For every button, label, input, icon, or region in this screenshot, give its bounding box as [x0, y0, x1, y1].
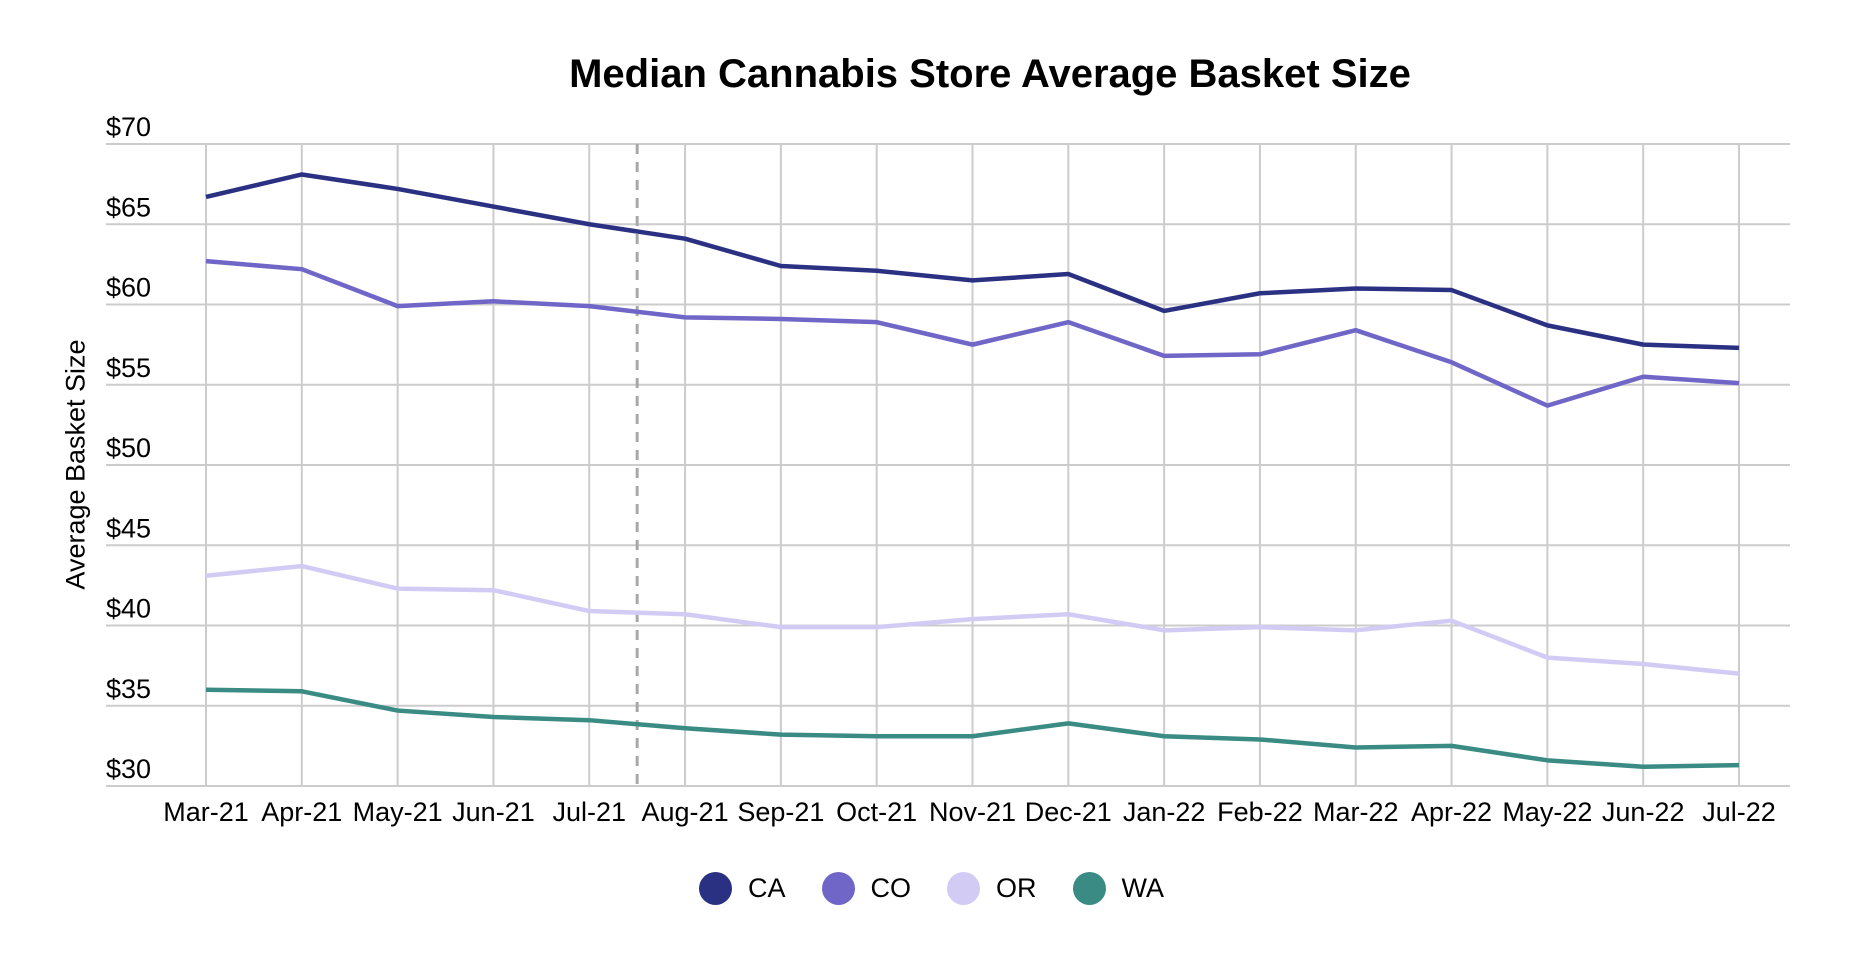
y-tick-label: $70 [106, 112, 151, 142]
legend-swatch-icon [1072, 872, 1106, 905]
legend-item-or[interactable]: OR [947, 872, 1037, 905]
x-tick-label: Jan-22 [1123, 797, 1206, 827]
x-tick-label: Aug-21 [642, 797, 729, 827]
legend-item-wa[interactable]: WA [1072, 872, 1165, 905]
y-tick-label: $55 [106, 353, 151, 383]
x-tick-label: Dec-21 [1025, 797, 1112, 827]
x-tick-label: Mar-22 [1313, 797, 1399, 827]
y-tick-label: $65 [106, 192, 151, 222]
chart-legend: CA CO OR WA [0, 872, 1863, 905]
y-tick-label: $45 [106, 513, 151, 543]
legend-swatch-icon [821, 872, 855, 905]
legend-swatch-icon [947, 872, 980, 905]
y-tick-label: $40 [106, 594, 151, 624]
y-tick-label: $50 [106, 433, 151, 463]
series-line-co [205, 258, 1740, 408]
x-tick-label: Sep-21 [737, 797, 824, 827]
x-tick-label: Apr-22 [1411, 797, 1492, 827]
x-tick-label: May-21 [353, 797, 443, 827]
x-tick-label: Feb-22 [1217, 797, 1303, 827]
legend-label: OR [996, 873, 1037, 903]
chart-title: Median Cannabis Store Average Basket Siz… [569, 52, 1411, 96]
x-tick-label: May-22 [1502, 797, 1592, 827]
line-chart-plot: $70 $65 $60 $55 $50 $45 $40 $35 $30 Mar-21 Apr-21 M… [106, 112, 1790, 827]
legend-item-co[interactable]: CO [821, 872, 912, 905]
x-tick-label: Apr-21 [261, 797, 342, 827]
x-tick-label: Mar-21 [163, 797, 249, 827]
legend-swatch-icon [698, 872, 732, 905]
series-line-or [205, 563, 1740, 676]
x-tick-label: Oct-21 [836, 797, 917, 827]
series-line-wa [205, 687, 1740, 769]
y-tick-label: $30 [106, 754, 151, 784]
x-tick-label: Jun-22 [1602, 797, 1685, 827]
y-tick-label: $60 [106, 273, 151, 303]
y-tick-label: $35 [106, 674, 151, 704]
legend-label: CO [870, 873, 912, 903]
x-tick-label: Jun-21 [452, 797, 535, 827]
legend-label: WA [1121, 873, 1165, 903]
legend-label: CA [747, 873, 786, 903]
x-tick-label: Jul-22 [1702, 797, 1776, 827]
x-tick-label: Nov-21 [929, 797, 1016, 827]
legend-item-ca[interactable]: CA [698, 872, 786, 905]
series-line-ca [205, 172, 1740, 351]
x-tick-label: Jul-21 [552, 797, 626, 827]
